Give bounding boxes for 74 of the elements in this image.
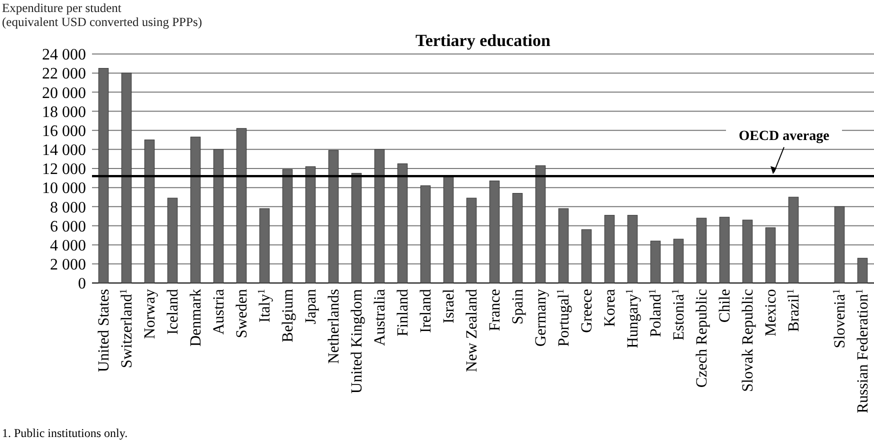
y-tick-label: 8 000 [50,199,86,216]
x-tick-label: Australia [372,288,388,346]
bar [397,163,408,284]
bar [558,208,569,284]
bar [788,196,799,284]
x-tick-label: Greece [578,288,596,333]
x-tick-label: Netherlands [326,289,342,364]
x-tick-label: Denmark [188,288,204,347]
x-tick-label: Korea [602,288,618,327]
bar [696,218,707,284]
bar [650,240,661,284]
bar [328,150,339,284]
bar [604,214,615,284]
x-tick-label: Finland [394,288,412,336]
bar [443,176,454,284]
ref-line-label: OECD average [738,129,830,144]
x-tick-label: Chile [716,288,734,323]
y-tick-label: 10 000 [42,180,86,198]
bar [305,166,316,284]
bar [420,185,431,284]
y-tick-label: 22 000 [42,66,86,83]
bar [742,220,753,284]
bar [489,180,500,284]
bar [144,140,155,284]
bar [535,165,546,284]
chart-title: Tertiary education [416,31,551,50]
x-tick-label: Slovak Republic [740,288,756,392]
x-tick-label: New Zealand [464,288,480,372]
bar [259,208,270,284]
bar [236,128,247,284]
x-tick-label: United States [96,289,112,372]
x-tick-label: Israel [440,289,458,324]
y-tick-label: 2 000 [50,256,86,274]
bar [834,206,845,284]
bar [167,198,178,284]
x-tick-label: Iceland [164,288,182,335]
x-tick-label: Austria [210,288,228,335]
x-tick-label: Sweden [234,288,250,338]
bar [121,72,132,284]
y-tick-label: 6 000 [50,218,86,236]
y-tick-label: 12 000 [42,161,86,178]
x-tick-label: United Kingdom [348,289,366,394]
x-tick-label: Belgium [280,289,296,342]
bar [857,258,868,284]
y-tick-label: 4 000 [50,237,86,254]
x-tick-label: Czech Republic [694,288,710,388]
bar [581,229,592,284]
x-tick-label: France [486,288,504,332]
bar [719,216,730,284]
x-tick-label: Ireland [418,288,434,333]
bar [351,172,362,284]
bar [213,149,224,284]
y-tick-label: 20 000 [42,84,86,102]
text: 1. Public institutions only. [2,426,128,440]
bar [282,169,293,284]
x-tick-label: Spain [510,288,526,324]
y-tick-label: 0 [78,276,86,293]
x-tick-label: Mexico [762,288,780,336]
bar [765,227,776,284]
x-tick-label: Germany [532,288,550,347]
x-tick-label: Norway [142,288,158,339]
bar [374,149,385,284]
bar [512,193,523,284]
bar [98,68,109,284]
bar [466,198,477,284]
bar [627,214,638,284]
y-axis-title: Expenditure per student (equivalent USD converted using PPPs) [2,1,202,29]
y-tick-label: 24 000 [42,46,86,64]
y-tick-label: 14 000 [42,142,86,160]
y-tick-label: 16 000 [42,122,86,140]
x-tick-label: Japan [302,288,320,324]
y-tick-label: 18 000 [42,104,86,121]
bar [190,136,201,284]
bar [673,238,684,284]
